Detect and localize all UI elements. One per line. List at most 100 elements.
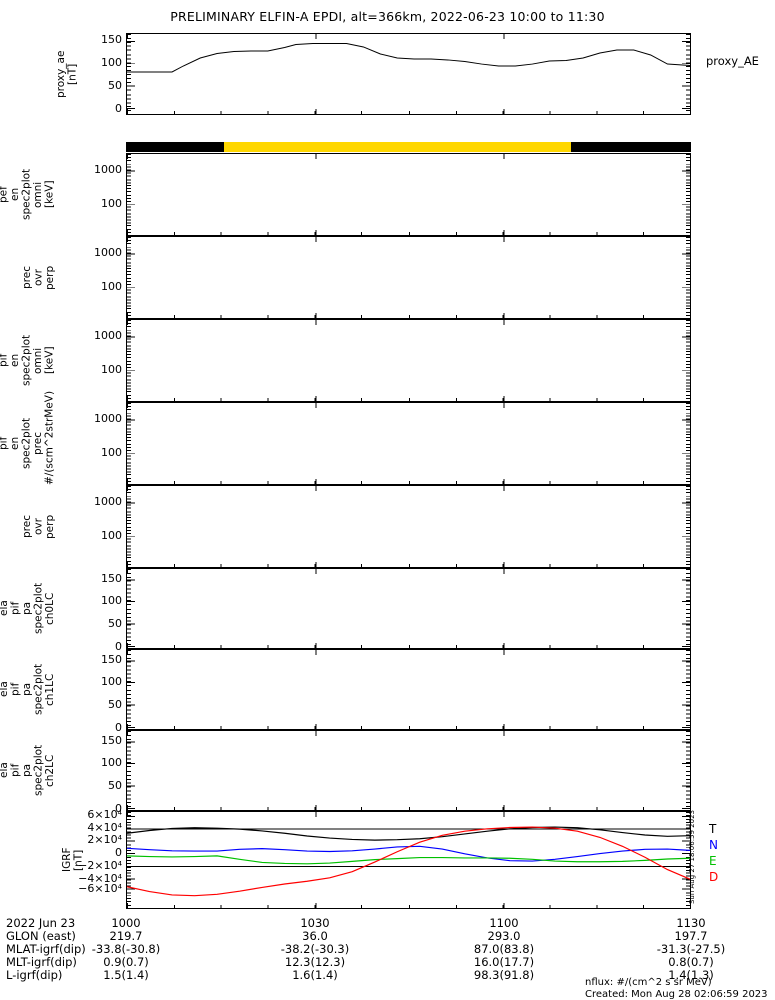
y-tick-label: −6×10⁴ bbox=[78, 882, 122, 896]
ephemeris-value: 0.9(0.7) bbox=[103, 955, 149, 969]
y-tick-label: 6×10⁴ bbox=[87, 808, 122, 822]
y-axis-igrf: 6×10⁴ 4×10⁴ 2×10⁴ 0 −2×10⁴ −4×10⁴ −6×10⁴ bbox=[56, 808, 122, 909]
y-axis-ela-pif-en-prec: 1000 100 bbox=[56, 402, 122, 485]
panel-ela-pif-en-omni bbox=[126, 319, 691, 402]
ephemeris-value: 98.3(91.8) bbox=[473, 968, 535, 982]
y-tick-label: 150 bbox=[101, 652, 122, 666]
ephemeris-value: 1.5(1.4) bbox=[103, 968, 149, 982]
y-tick-label: −4×10⁴ bbox=[78, 871, 122, 885]
mode-bar-segment-1 bbox=[223, 142, 571, 152]
ephemeris-value: 12.3(12.3) bbox=[284, 955, 346, 969]
panel-label-ela-pef-en-omni: ela pef en spec2plot omni [keV] bbox=[0, 168, 56, 221]
ephemeris-value: -33.8(-30.8) bbox=[91, 942, 161, 956]
legend-item-E: E bbox=[709, 854, 717, 868]
y-tick-label: 100 bbox=[101, 280, 122, 294]
mode-bar-segment-2 bbox=[570, 142, 691, 152]
y-axis-ela-pif-pa-ch1lc: 150 100 50 0 bbox=[56, 649, 122, 734]
legend-item-D: D bbox=[709, 870, 719, 884]
legend-item-T: T bbox=[709, 822, 717, 836]
panel-ela-pif-pa-ch2lc bbox=[126, 730, 691, 811]
y-tick-label: 0 bbox=[115, 846, 122, 860]
ephemeris-value: 0.8(0.7) bbox=[668, 955, 714, 969]
date-label: 2022 Jun 23 bbox=[6, 916, 76, 930]
y-tick-label: 1000 bbox=[94, 411, 122, 425]
panel-prec-ovr-perp-1 bbox=[126, 236, 691, 319]
ephemeris-value: 197.7 bbox=[674, 929, 708, 943]
y-tick-label: 50 bbox=[108, 79, 122, 93]
ephemeris-value: 87.0(83.8) bbox=[473, 942, 535, 956]
ephemeris-row-label: MLAT-igrf(dip) bbox=[6, 942, 86, 956]
y-tick-label: 1000 bbox=[94, 494, 122, 508]
ephemeris-value: -38.2(-30.3) bbox=[280, 942, 350, 956]
panel-prec-ovr-perp-2 bbox=[126, 485, 691, 568]
panel-ela-pif-pa-ch0lc bbox=[126, 568, 691, 649]
panel-label-ela-pif-en-omni: ela pif en spec2plot omni [keV] bbox=[0, 334, 56, 387]
y-tick-label: 150 bbox=[101, 733, 122, 747]
y-tick-label: 100 bbox=[101, 675, 122, 689]
y-tick-label: −2×10⁴ bbox=[78, 858, 122, 872]
mode-bar-segment-0 bbox=[126, 142, 224, 152]
y-tick-label: 50 bbox=[108, 697, 122, 711]
trace-N bbox=[127, 845, 690, 862]
panel-label-igrf: IGRF [nT] bbox=[61, 847, 85, 873]
panel-label-ela-pif-en-prec: ela pif en spec2plot prec #/(scm^2strMeV… bbox=[0, 390, 56, 485]
y-tick-label: 150 bbox=[101, 33, 122, 47]
ephemeris-value: 36.0 bbox=[302, 929, 328, 943]
panel-label-proxy-ae: proxy_ae [nT] bbox=[55, 50, 79, 98]
y-tick-label: 150 bbox=[101, 571, 122, 585]
panel-label-ela-pif-pa-ch1lc: ela pif pa spec2plot ch1LC bbox=[0, 663, 56, 716]
x-tick-label: 1100 bbox=[489, 916, 519, 930]
y-axis-ela-pef-en-omni: 1000 100 bbox=[56, 153, 122, 236]
y-tick-label: 100 bbox=[101, 446, 122, 460]
epdi-mode-bar bbox=[126, 142, 691, 152]
ephemeris-row-label: MLT-igrf(dip) bbox=[6, 955, 77, 969]
side-date-label: Sun Aug 27 18:06:59 2023 bbox=[688, 810, 696, 905]
y-axis-ela-pif-pa-ch2lc: 150 100 50 0 bbox=[56, 730, 122, 815]
created-note: Created: Mon Aug 28 02:06:59 2023 bbox=[585, 988, 768, 1000]
panel-proxy-ae bbox=[126, 33, 691, 115]
panel-label-prec-ovr-perp-1: prec ovr perp bbox=[20, 265, 56, 290]
y-axis-prec-ovr-perp-2: 1000 100 bbox=[56, 485, 122, 568]
panel-label-prec-ovr-perp-2: prec ovr perp bbox=[20, 514, 56, 539]
nflux-note: nflux: #/(cm^2 s sr MeV) bbox=[585, 977, 712, 988]
trace-D bbox=[127, 826, 690, 897]
y-axis-proxy-ae: 150 100 50 0 bbox=[56, 33, 122, 115]
x-tick-label: 1000 bbox=[111, 916, 141, 930]
panel-label-ela-pif-pa-ch0lc: ela pif pa spec2plot ch0LC bbox=[0, 582, 56, 635]
proxy-ae-series-label: proxy_AE bbox=[706, 54, 759, 68]
y-tick-label: 1000 bbox=[94, 245, 122, 259]
y-tick-label: 100 bbox=[101, 197, 122, 211]
y-tick-label: 100 bbox=[101, 594, 122, 608]
ephemeris-value: -31.3(-27.5) bbox=[656, 942, 726, 956]
y-axis-ela-pif-pa-ch0lc: 150 100 50 0 bbox=[56, 568, 122, 653]
y-tick-label: 100 bbox=[101, 363, 122, 377]
legend-item-N: N bbox=[709, 838, 718, 852]
footer-notes: nflux: #/(cm^2 s sr MeV) Created: Mon Au… bbox=[585, 977, 768, 1000]
panel-igrf bbox=[126, 811, 691, 909]
y-tick-label: 50 bbox=[108, 616, 122, 630]
y-tick-label: 1000 bbox=[94, 328, 122, 342]
ephemeris-row-label: L-igrf(dip) bbox=[6, 968, 63, 982]
y-tick-label: 0 bbox=[115, 720, 122, 734]
y-tick-label: 4×10⁴ bbox=[87, 820, 122, 834]
ephemeris-value: 219.7 bbox=[109, 929, 143, 943]
panel-label-ela-pif-pa-ch2lc: ela pif pa spec2plot ch2LC bbox=[0, 744, 56, 797]
y-tick-label: 0 bbox=[115, 639, 122, 653]
panel-ela-pif-pa-ch1lc bbox=[126, 649, 691, 730]
y-axis-prec-ovr-perp-1: 1000 100 bbox=[56, 236, 122, 319]
y-tick-label: 100 bbox=[101, 529, 122, 543]
x-tick-label: 1030 bbox=[300, 916, 330, 930]
ephemeris-value: 1.4(1.3) bbox=[668, 968, 714, 982]
y-tick-label: 0 bbox=[115, 801, 122, 815]
y-tick-label: 50 bbox=[108, 778, 122, 792]
trace-T bbox=[127, 826, 690, 841]
ephemeris-value: 16.0(17.7) bbox=[473, 955, 535, 969]
trace-proxy_AE bbox=[127, 42, 690, 73]
ephemeris-row-label: GLON (east) bbox=[6, 929, 76, 943]
ephemeris-value: 1.6(1.4) bbox=[292, 968, 338, 982]
y-axis-ela-pif-en-omni: 1000 100 bbox=[56, 319, 122, 402]
x-tick-label: 1130 bbox=[676, 916, 706, 930]
page-title: PRELIMINARY ELFIN-A EPDI, alt=366km, 202… bbox=[170, 9, 605, 24]
y-tick-label: 1000 bbox=[94, 162, 122, 176]
y-tick-label: 2×10⁴ bbox=[87, 833, 122, 847]
